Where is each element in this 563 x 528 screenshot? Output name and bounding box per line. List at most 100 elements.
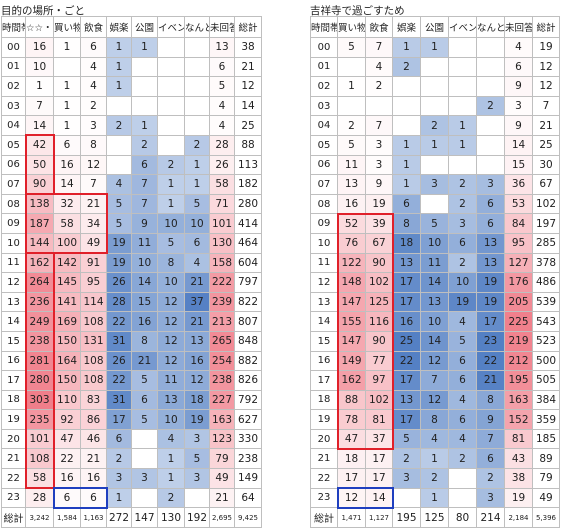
value-cell: 6 [131, 389, 158, 411]
value-cell: 9,425 [234, 507, 262, 528]
table-row: 07 13 9 1 3 2 3 36 67 [310, 174, 560, 195]
value-cell: 37 [365, 428, 393, 450]
value-cell: 3 [80, 115, 107, 136]
value-cell: 17 [106, 409, 132, 430]
value-cell: 8 [420, 409, 449, 430]
value-cell: 205 [504, 291, 533, 313]
value-cell: 500 [532, 350, 560, 372]
value-cell: 6 [448, 409, 477, 430]
table-row: 22 17 17 3 2 2 38 79 [310, 468, 560, 489]
value-cell: 1 [157, 468, 185, 489]
value-cell: 384 [532, 389, 560, 411]
value-cell: 108 [80, 370, 107, 391]
value-cell: 12 [157, 291, 185, 313]
table-row: 17 280 150 108 22 5 11 12 238 826 [1, 370, 262, 391]
hour-cell: 14 [310, 311, 338, 332]
value-cell: 163 [209, 409, 235, 430]
value-cell: 238 [25, 330, 54, 352]
hour-cell: 16 [310, 350, 338, 372]
value-cell: 21 [476, 370, 505, 391]
value-cell: 145 [53, 272, 81, 293]
value-cell: 10 [25, 56, 54, 78]
value-cell: 6 [448, 370, 477, 391]
value-cell: 1,127 [365, 507, 393, 528]
value-cell: 71 [209, 193, 235, 215]
value-cell: 131 [80, 330, 107, 352]
value-cell: 5 [131, 409, 158, 430]
value-cell: 2 [476, 95, 505, 117]
value-cell [184, 56, 210, 78]
value-cell: 23 [476, 330, 505, 352]
value-cell: 12 [184, 370, 210, 391]
value-cell [157, 115, 185, 136]
value-cell: 285 [532, 232, 560, 254]
hour-cell: 09 [310, 213, 338, 234]
value-cell: 222 [209, 272, 235, 293]
hour-cell: 07 [310, 174, 338, 195]
value-cell: 3,242 [25, 507, 54, 528]
value-cell: 8 [476, 389, 505, 411]
hour-cell: 11 [1, 252, 26, 274]
value-cell: 19 [184, 409, 210, 430]
value-cell: 16 [131, 311, 158, 332]
value-cell: 8 [392, 213, 421, 234]
value-cell: 12 [157, 350, 185, 372]
hour-cell: 22 [310, 468, 338, 489]
value-cell: 195 [392, 507, 421, 528]
value-cell: 150 [53, 370, 81, 391]
table-row: 11 162 142 91 19 10 8 4 158 604 [1, 252, 262, 274]
value-cell: 254 [209, 350, 235, 372]
value-cell: 13 [157, 389, 185, 411]
value-cell: 2 [448, 193, 477, 215]
value-cell: 176 [504, 272, 533, 293]
value-cell: 3 [365, 154, 393, 176]
value-cell: 11 [157, 370, 185, 391]
hour-cell: 22 [1, 468, 26, 489]
value-cell: 4 [209, 115, 235, 136]
value-cell: 1 [25, 76, 54, 97]
value-cell: 4 [80, 76, 107, 97]
table-row: 14 155 116 16 10 4 17 225 543 [310, 311, 560, 332]
value-cell: 212 [504, 350, 533, 372]
value-cell [476, 115, 505, 136]
value-cell: 18 [337, 448, 366, 470]
value-cell: 13 [476, 232, 505, 254]
value-cell: 19 [106, 232, 132, 254]
value-cell: 101 [209, 213, 235, 234]
hour-cell: 01 [1, 56, 26, 78]
value-cell: 5 [448, 330, 477, 352]
table-row: 03 2 3 7 [310, 95, 560, 117]
value-cell: 9 [131, 213, 158, 234]
hour-cell: 総計 [1, 507, 26, 528]
table-row: 07 90 14 7 4 7 1 1 58 182 [1, 174, 262, 195]
value-cell: 22 [476, 350, 505, 372]
table-row: 06 11 3 1 15 30 [310, 154, 560, 176]
value-cell: 4 [448, 389, 477, 411]
value-cell: 81 [504, 428, 533, 450]
value-cell: 78 [337, 409, 366, 430]
value-cell: 4 [184, 252, 210, 274]
table-row: 09 52 39 8 5 3 6 84 197 [310, 213, 560, 234]
right-table-title: 吉祥寺で過ごすため [310, 5, 405, 17]
header-cell: 未回答 [504, 16, 533, 38]
value-cell: 16 [25, 37, 54, 58]
value-cell: 2 [448, 448, 477, 470]
value-cell: 264 [25, 272, 54, 293]
value-cell: 21 [234, 56, 262, 78]
value-cell: 17 [365, 448, 393, 470]
value-cell: 88 [234, 134, 262, 156]
header-cell: 公園 [420, 16, 449, 38]
value-cell: 330 [234, 428, 262, 450]
value-cell [476, 37, 505, 58]
hour-cell: 13 [1, 291, 26, 313]
value-cell: 5 [420, 213, 449, 234]
value-cell: 22 [392, 350, 421, 372]
value-cell: 19 [365, 193, 393, 215]
value-cell: 6 [209, 56, 235, 78]
value-cell: 149 [337, 350, 366, 372]
header-cell: なんとなく [476, 16, 505, 38]
value-cell: 2 [184, 134, 210, 156]
value-cell: 1 [157, 193, 185, 215]
value-cell: 214 [476, 507, 505, 528]
value-cell: 10 [184, 213, 210, 234]
